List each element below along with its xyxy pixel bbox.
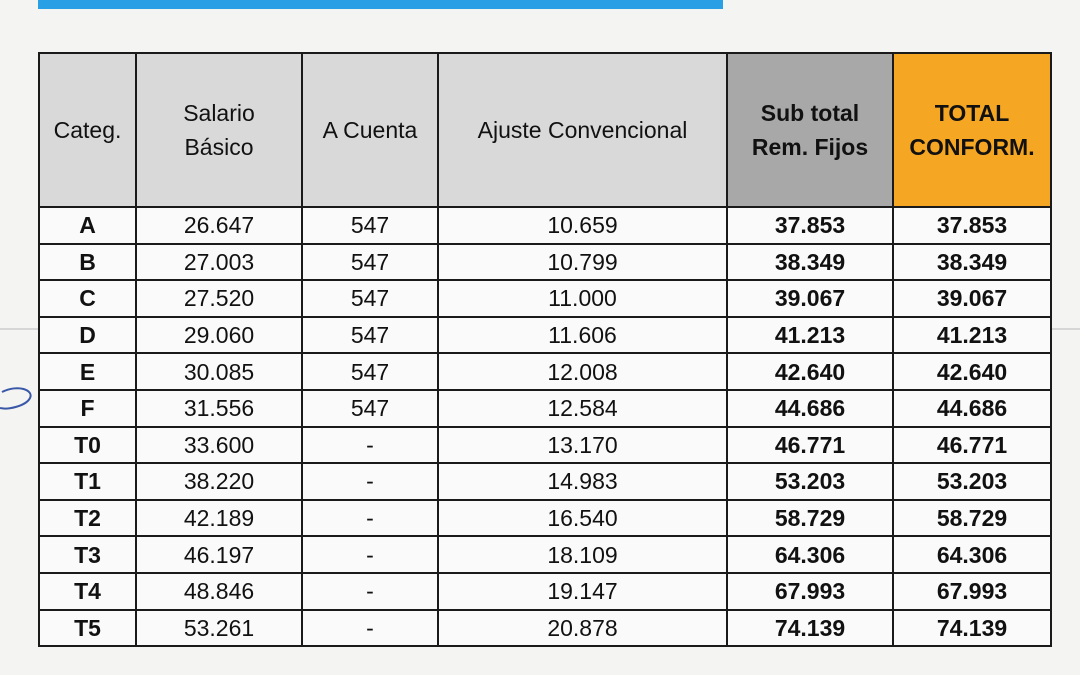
cell-subtotal: 53.203 <box>726 462 894 501</box>
cell-a-cuenta: 547 <box>301 388 439 428</box>
cell-ajuste: 19.147 <box>437 571 728 611</box>
cell-subtotal: 38.349 <box>726 242 894 282</box>
cell-total: 58.729 <box>892 498 1052 538</box>
table-row: T0 33.600-13.170 46.771 46.771 <box>38 425 1052 465</box>
header-total: TOTAL CONFORM. <box>892 52 1052 208</box>
cell-a-cuenta: 547 <box>301 352 439 391</box>
cell-a-cuenta: 547 <box>301 315 439 355</box>
table-row: T1 38.220-14.983 53.203 53.203 <box>38 462 1052 501</box>
table-row: E 30.085 547 12.008 42.640 42.640 <box>38 352 1052 391</box>
cell-total: 44.686 <box>892 388 1052 428</box>
table-row: A 26.647 547 10.659 37.853 37.853 <box>38 206 1052 245</box>
cell-ajuste: 13.170 <box>437 425 728 465</box>
header-salario-basico: Salario Básico <box>135 52 303 208</box>
header-subtotal: Sub total Rem. Fijos <box>726 52 894 208</box>
cell-a-cuenta: - <box>301 498 439 538</box>
cell-total: 64.306 <box>892 535 1052 574</box>
cell-categ: T2 <box>38 498 137 538</box>
cell-categ: C <box>38 279 137 318</box>
cell-a-cuenta: - <box>301 571 439 611</box>
cell-salario: 48.846 <box>135 571 303 611</box>
cell-ajuste: 20.878 <box>437 608 728 648</box>
table-row: T4 48.846-19.147 67.993 67.993 <box>38 571 1052 611</box>
cell-total: 46.771 <box>892 425 1052 465</box>
cell-subtotal: 58.729 <box>726 498 894 538</box>
pen-mark <box>0 387 32 410</box>
cell-a-cuenta: - <box>301 608 439 648</box>
cell-subtotal: 67.993 <box>726 571 894 611</box>
cell-ajuste: 10.799 <box>437 242 728 282</box>
cell-categ: F <box>38 388 137 428</box>
table-row: T5 53.261-20.878 74.139 74.139 <box>38 608 1052 648</box>
cell-salario: 46.197 <box>135 535 303 574</box>
cell-total: 42.640 <box>892 352 1052 391</box>
cell-ajuste: 16.540 <box>437 498 728 538</box>
cell-salario: 27.520 <box>135 279 303 318</box>
cell-subtotal: 64.306 <box>726 535 894 574</box>
cell-a-cuenta: 547 <box>301 206 439 245</box>
cell-a-cuenta: - <box>301 535 439 574</box>
cell-total: 39.067 <box>892 279 1052 318</box>
cell-salario: 29.060 <box>135 315 303 355</box>
table-row: C 27.520 547 11.000 39.067 39.067 <box>38 279 1052 318</box>
cell-subtotal: 42.640 <box>726 352 894 391</box>
header-categ: Categ. <box>38 52 137 208</box>
cell-ajuste: 11.000 <box>437 279 728 318</box>
cell-subtotal: 74.139 <box>726 608 894 648</box>
cell-ajuste: 18.109 <box>437 535 728 574</box>
cell-subtotal: 37.853 <box>726 206 894 245</box>
cell-categ: B <box>38 242 137 282</box>
cell-subtotal: 44.686 <box>726 388 894 428</box>
table-row: T3 46.197-18.109 64.306 64.306 <box>38 535 1052 574</box>
header-ajuste-convencional: Ajuste Convencional <box>437 52 728 208</box>
cell-total: 38.349 <box>892 242 1052 282</box>
cell-a-cuenta: 547 <box>301 242 439 282</box>
table-row: B 27.003 547 10.799 38.349 38.349 <box>38 242 1052 282</box>
table-row: D 29.060 547 11.606 41.213 41.213 <box>38 315 1052 355</box>
cell-ajuste: 12.008 <box>437 352 728 391</box>
cell-ajuste: 10.659 <box>437 206 728 245</box>
cell-a-cuenta: 547 <box>301 279 439 318</box>
cell-categ: T4 <box>38 571 137 611</box>
cell-categ: E <box>38 352 137 391</box>
table-header-row: Categ. Salario Básico A Cuenta Ajuste Con… <box>38 52 1052 208</box>
cell-salario: 38.220 <box>135 462 303 501</box>
table-row: T2 42.189-16.540 58.729 58.729 <box>38 498 1052 538</box>
title-banner <box>38 0 723 9</box>
salary-table: Categ. Salario Básico A Cuenta Ajuste Con… <box>38 52 1052 648</box>
cell-total: 37.853 <box>892 206 1052 245</box>
cell-a-cuenta: - <box>301 425 439 465</box>
cell-categ: D <box>38 315 137 355</box>
cell-ajuste: 12.584 <box>437 388 728 428</box>
cell-subtotal: 41.213 <box>726 315 894 355</box>
cell-subtotal: 46.771 <box>726 425 894 465</box>
cell-salario: 42.189 <box>135 498 303 538</box>
cell-salario: 27.003 <box>135 242 303 282</box>
cell-salario: 30.085 <box>135 352 303 391</box>
cell-categ: T0 <box>38 425 137 465</box>
cell-categ: T1 <box>38 462 137 501</box>
cell-categ: A <box>38 206 137 245</box>
cell-total: 67.993 <box>892 571 1052 611</box>
cell-subtotal: 39.067 <box>726 279 894 318</box>
cell-ajuste: 14.983 <box>437 462 728 501</box>
cell-categ: T3 <box>38 535 137 574</box>
table-row: F 31.556 547 12.584 44.686 44.686 <box>38 388 1052 428</box>
cell-salario: 33.600 <box>135 425 303 465</box>
cell-categ: T5 <box>38 608 137 648</box>
cell-a-cuenta: - <box>301 462 439 501</box>
cell-salario: 26.647 <box>135 206 303 245</box>
cell-ajuste: 11.606 <box>437 315 728 355</box>
header-a-cuenta: A Cuenta <box>301 52 439 208</box>
cell-salario: 53.261 <box>135 608 303 648</box>
cell-total: 41.213 <box>892 315 1052 355</box>
cell-total: 74.139 <box>892 608 1052 648</box>
cell-total: 53.203 <box>892 462 1052 501</box>
cell-salario: 31.556 <box>135 388 303 428</box>
